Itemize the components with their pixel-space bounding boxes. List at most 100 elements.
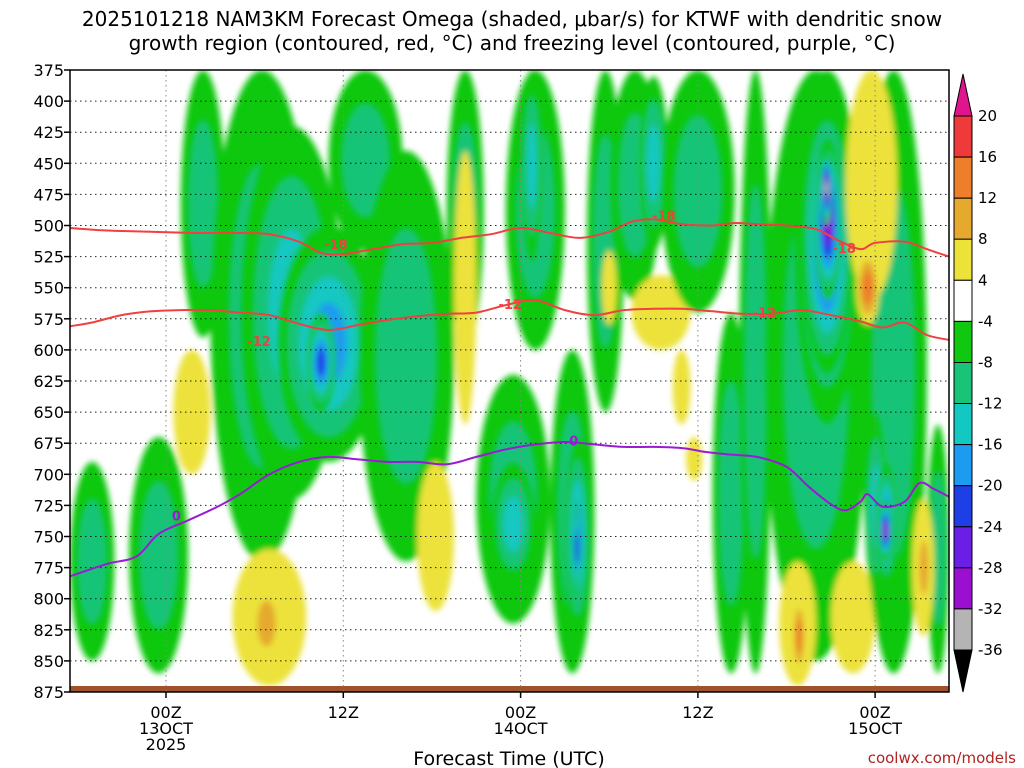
- omega-blob-45-level-6: [883, 523, 888, 537]
- omega-blob-46-level-1: [931, 472, 945, 626]
- y-tick-label-725: 725: [33, 496, 64, 515]
- contour-label-2: -18: [832, 242, 856, 257]
- x-tick-label-12-0: 12Z: [328, 703, 359, 722]
- colorbar-label-0: 20: [978, 107, 997, 125]
- contour-label-6: 0: [172, 509, 181, 524]
- omega-blob-9-level-1: [376, 229, 436, 483]
- contour-label-0: -18: [324, 238, 348, 253]
- omega-blob-38-level-2: [796, 619, 803, 653]
- colorbar-swatch-7: [953, 362, 973, 405]
- colorbar-label-10: -24: [978, 518, 1003, 536]
- y-tick-label-475: 475: [33, 185, 64, 204]
- contour-labels: -18 -18 -18 -12 -12 -12 0 0: [172, 210, 856, 525]
- omega-blob-39-level-0: [830, 561, 876, 674]
- omega-blob-2-level-0: [173, 349, 211, 475]
- contour-label-4: -12: [498, 298, 522, 313]
- colorbar-swatch-6: [953, 320, 973, 363]
- colorbar-label-5: -4: [978, 312, 993, 330]
- y-tick-label-775: 775: [33, 559, 64, 578]
- omega-blob-28-level-0: [672, 349, 691, 425]
- colorbar: 20 16 12 8 4 -4 -8 -12 -16 -20 -24 -28 -32 -36: [953, 73, 1003, 693]
- omega-blob-1-level-1: [140, 482, 177, 628]
- contour-label-7: 0: [569, 435, 578, 450]
- omega-blob-42-level-2: [862, 271, 873, 305]
- colorbar-swatch-1: [953, 115, 973, 158]
- y-tick-label-650: 650: [33, 403, 64, 422]
- omega-blob-7-level-4: [316, 348, 326, 377]
- y-tick-label-425: 425: [33, 123, 64, 142]
- x-tick-label-0-2: 2025: [146, 735, 187, 754]
- colorbar-label-4: 4: [978, 271, 988, 289]
- credit-text: coolwx.com/models: [868, 749, 1016, 767]
- omega-blob-21-level-4: [574, 534, 579, 564]
- freezing-level-contour: [70, 440, 949, 578]
- colorbar-swatch-13: [953, 608, 973, 651]
- x-tick-label-48-0: 00Z: [859, 703, 890, 722]
- contour-label-5: -12: [753, 307, 777, 322]
- omega-blob-30-level-1: [719, 382, 743, 604]
- grid-lines: [70, 70, 949, 692]
- colorbar-label-12: -32: [978, 600, 1003, 618]
- y-tick-label-700: 700: [33, 465, 64, 484]
- colorbar-label-8: -16: [978, 436, 1003, 454]
- y-tick-label-600: 600: [33, 341, 64, 360]
- x-tick-label-0-0: 00Z: [150, 703, 181, 722]
- omega-blob-18-level-2: [526, 123, 537, 210]
- colorbar-swatch-5: [953, 279, 973, 322]
- y-tick-label-525: 525: [33, 248, 64, 267]
- contour-label-1: -18: [652, 210, 676, 225]
- colorbar-label-13: -36: [978, 641, 1003, 659]
- omega-blob-31-level-1: [745, 186, 766, 558]
- colorbar-label-6: -8: [978, 354, 993, 372]
- colorbar-swatch-11: [953, 526, 973, 569]
- omega-blob-11-level-1: [257, 600, 276, 647]
- dgz-minus18-contour: [70, 218, 949, 258]
- x-axis-title: Forecast Time (UTC): [413, 748, 604, 768]
- omega-blob-26-level-0: [631, 275, 691, 350]
- y-tick-label-675: 675: [33, 434, 64, 453]
- chart-title-line2: growth region (contoured, red, °C) and f…: [129, 31, 896, 55]
- x-tick-label-24-1: 14OCT: [494, 719, 548, 738]
- y-tick-label-500: 500: [33, 217, 64, 236]
- y-tick-label-850: 850: [33, 652, 64, 671]
- x-tick-label-48-1: 15OCT: [848, 719, 902, 738]
- contour-label-3: -12: [247, 335, 271, 350]
- omega-blob-0-level-1: [78, 500, 106, 623]
- x-tick-label-36-0: 12Z: [682, 703, 713, 722]
- y-tick-label-825: 825: [33, 621, 64, 640]
- colorbar-label-1: 16: [978, 148, 997, 166]
- colorbar-bottom-arrow: [953, 649, 973, 693]
- y-tick-label-375: 375: [33, 61, 64, 80]
- y-tick-label-875: 875: [33, 683, 64, 702]
- y-tick-label-450: 450: [33, 154, 64, 173]
- x-tick-label-24-0: 00Z: [505, 703, 536, 722]
- colorbar-swatch-12: [953, 567, 973, 610]
- colorbar-label-7: -12: [978, 395, 1003, 413]
- terrain-ground: [70, 686, 949, 692]
- omega-blob-36-level-7: [824, 181, 829, 196]
- colorbar-label-3: 8: [978, 230, 988, 248]
- colorbar-label-9: -20: [978, 477, 1003, 495]
- omega-blob-25-level-2: [646, 124, 661, 202]
- omega-blob-3-level-1: [189, 121, 217, 286]
- colorbar-swatch-9: [953, 444, 973, 487]
- y-tick-label-550: 550: [33, 279, 64, 298]
- colorbar-swatch-3: [953, 197, 973, 240]
- dgz-minus12-contour: [70, 298, 949, 341]
- y-tick-label-800: 800: [33, 590, 64, 609]
- contour-lines: [70, 218, 949, 578]
- chart-title-line1: 2025101218 NAM3KM Forecast Omega (shaded…: [82, 7, 942, 31]
- omega-blob-29-level-0: [686, 437, 703, 481]
- colorbar-top-arrow: [953, 73, 973, 117]
- colorbar-swatch-8: [953, 403, 973, 446]
- colorbar-swatch-4: [953, 238, 973, 281]
- x-tick-label-0-1: 13OCT: [139, 719, 193, 738]
- y-tick-label-750: 750: [33, 528, 64, 547]
- colorbar-label-11: -28: [978, 559, 1003, 577]
- colorbar-swatch-10: [953, 485, 973, 528]
- colorbar-label-2: 12: [978, 189, 997, 207]
- omega-blob-8-level-1: [342, 104, 389, 216]
- colorbar-swatch-2: [953, 156, 973, 199]
